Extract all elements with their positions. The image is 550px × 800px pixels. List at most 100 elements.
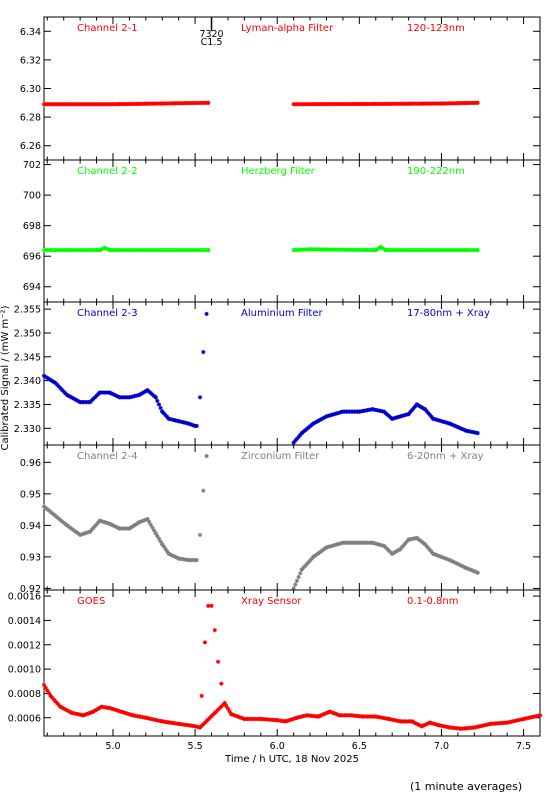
panel-4-data-point bbox=[475, 570, 480, 575]
panel-3-data-point bbox=[109, 391, 114, 396]
panel-5-data-point bbox=[327, 709, 332, 714]
panel-3-data-point bbox=[457, 425, 462, 430]
panel-3-data-point bbox=[68, 394, 73, 399]
panel-3-data-point bbox=[87, 400, 93, 405]
panel-4-data-point bbox=[422, 542, 428, 547]
panel-3-y-tick-label: 2.335 bbox=[14, 400, 41, 411]
panel-2-y-tick-label: 700 bbox=[23, 191, 41, 202]
panel-4-data-point bbox=[92, 524, 98, 529]
panel-3-data-point bbox=[96, 392, 101, 397]
x-tick-label: 5.5 bbox=[188, 741, 203, 752]
panel-4-outlier-point bbox=[201, 488, 206, 493]
panel-5-frame bbox=[43, 589, 541, 737]
panel-4-data-point bbox=[58, 517, 63, 523]
panel-4-channel-label: Channel 2-4 bbox=[77, 451, 138, 462]
panel-4-data-point bbox=[160, 542, 165, 547]
panel-4-data-point bbox=[46, 508, 52, 513]
panel-3-data-point bbox=[66, 393, 71, 398]
panel-4-y-tick-label: 0.93 bbox=[20, 552, 41, 563]
panel-5-outlier-point bbox=[215, 659, 221, 664]
panel-3-data-point bbox=[321, 416, 326, 421]
panel-3-data-point bbox=[319, 416, 324, 422]
panel-3-data-point bbox=[151, 393, 157, 399]
panel-3-data-point bbox=[307, 424, 313, 429]
panel-2-data-point bbox=[101, 246, 106, 251]
panel-3-data-point bbox=[447, 421, 452, 426]
panel-5-outlier-point bbox=[199, 693, 204, 698]
panel-3-data-point bbox=[460, 427, 465, 432]
panel-5-data-point bbox=[293, 716, 298, 721]
x-tick-label: 7.0 bbox=[434, 741, 449, 752]
panel-1-y-tick-label: 6.34 bbox=[20, 27, 41, 38]
panel-2-y-tick-label: 698 bbox=[23, 221, 41, 232]
panel-4-data-point bbox=[463, 565, 469, 571]
panel-5-data-point bbox=[240, 716, 245, 721]
panel-4-data-point bbox=[56, 516, 61, 521]
panel-3-data-point bbox=[455, 425, 460, 430]
panel-3-data-point bbox=[314, 419, 319, 424]
panel-4-data-point bbox=[156, 536, 162, 541]
panel-3-data-point bbox=[69, 395, 75, 400]
panel-5-data-point bbox=[63, 707, 68, 712]
panel-4-data-point bbox=[107, 521, 112, 526]
panel-5-data-point bbox=[418, 723, 423, 728]
panel-3-data-point bbox=[148, 390, 153, 396]
panel-4-data-point bbox=[462, 565, 467, 570]
panel-5-data-point bbox=[334, 712, 339, 717]
panel-3-data-point bbox=[191, 423, 196, 428]
panel-4-data-point bbox=[174, 555, 180, 560]
panel-5-outlier-point bbox=[206, 603, 211, 608]
averaging-footnote: (1 minute averages) bbox=[410, 780, 523, 793]
panel-4-data-point bbox=[110, 523, 116, 528]
panel-4-data-point bbox=[298, 571, 303, 576]
panel-5-data-point bbox=[316, 714, 321, 719]
panel-5-data-point bbox=[114, 708, 119, 713]
panel-4-y-tick-label: 0.96 bbox=[20, 458, 41, 469]
panel-3-data-point bbox=[386, 413, 392, 419]
panel-5-data-point bbox=[55, 701, 60, 706]
panel-3-data-point bbox=[189, 422, 194, 427]
panel-5-data-point bbox=[119, 709, 124, 714]
panel-3-data-point bbox=[61, 389, 66, 394]
panel-5-data-point bbox=[120, 710, 125, 715]
panel-3-data-point bbox=[94, 393, 99, 398]
panel-4-data-point bbox=[94, 522, 99, 527]
panel-3-data-point bbox=[388, 415, 393, 420]
panel-3-data-point bbox=[383, 410, 388, 416]
panel-4-data-point bbox=[79, 532, 84, 537]
panel-5-outlier-point bbox=[202, 640, 208, 645]
panel-4-data-point bbox=[137, 520, 142, 525]
panel-5-data-point bbox=[125, 711, 130, 716]
panel-5-data-point bbox=[45, 688, 50, 693]
panel-3-data-point bbox=[53, 380, 58, 386]
panel-3-data-point bbox=[58, 386, 63, 391]
panel-4-data-point bbox=[61, 520, 66, 525]
panel-5-data-point bbox=[335, 712, 341, 717]
panel-4-data-point bbox=[307, 558, 313, 563]
panel-2-frame bbox=[43, 159, 541, 303]
panel-3-data-point bbox=[155, 398, 160, 404]
panel-4-data-point bbox=[84, 530, 89, 535]
panel-5-data-point bbox=[66, 709, 71, 714]
panel-4-data-point bbox=[78, 532, 83, 537]
panel-4-data-point bbox=[429, 549, 434, 554]
panel-4-data-point bbox=[306, 560, 311, 565]
panel-4-data-point bbox=[436, 553, 441, 558]
panel-3-data-point bbox=[413, 404, 418, 409]
panel-3-data-point bbox=[59, 387, 65, 392]
panel-3-data-point bbox=[158, 405, 163, 411]
panel-3-y-tick-label: 2.330 bbox=[14, 424, 41, 435]
panel-3-data-point bbox=[160, 409, 165, 414]
panel-4-filter-label: Zirconium Filter bbox=[241, 451, 320, 462]
panel-5-data-point bbox=[219, 704, 224, 709]
panel-4-data-point bbox=[401, 543, 406, 548]
panel-4-data-point bbox=[293, 582, 298, 587]
panel-3-data-point bbox=[303, 428, 308, 433]
panel-4-data-point bbox=[444, 556, 449, 561]
panel-3-band-label: 17-80nm + Xray bbox=[407, 308, 490, 319]
panel-5-data-point bbox=[51, 697, 56, 702]
panel-4-data-point bbox=[442, 556, 447, 561]
panel-3-data-point bbox=[114, 393, 119, 398]
panel-4-data-point bbox=[173, 554, 178, 560]
